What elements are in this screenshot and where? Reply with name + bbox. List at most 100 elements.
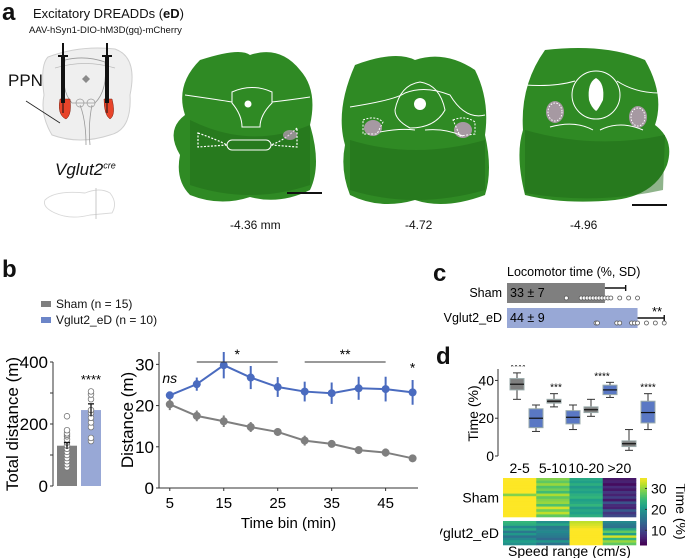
x-tick-label: 15 — [215, 495, 232, 512]
legend-label-sham: Sham (n = 15) — [56, 297, 133, 311]
heatmap-cell — [569, 498, 604, 502]
heatmap-cell — [503, 491, 537, 494]
data-point — [626, 295, 632, 301]
heatmap-cell — [602, 521, 637, 524]
heatmap-cell — [503, 498, 537, 502]
heatmap-cell — [503, 488, 537, 492]
panel-letter-d: d — [436, 343, 451, 370]
heatmap-cell — [503, 480, 537, 484]
chart-title: Locomotor time (%, SD) — [507, 265, 640, 279]
colorbar-segment — [640, 491, 647, 494]
heatmap-cell — [503, 514, 537, 518]
heatmap-cell — [569, 528, 604, 531]
colorbar-segment — [640, 539, 647, 543]
significance-label: **** — [81, 372, 101, 387]
mouse-line-label: Vglut2cre — [55, 160, 116, 180]
colorbar-segment — [640, 488, 647, 491]
heatmap-cell — [602, 528, 637, 531]
coronal-section-schematic — [42, 47, 133, 146]
mouse-line-base: Vglut2 — [55, 160, 104, 179]
row-group-label-sham: Sham — [462, 490, 499, 506]
row-group-label-vglut2-ed: Vglut2_eD — [440, 525, 499, 541]
point-vglut2-ed — [381, 385, 390, 394]
colorbar-segment — [640, 489, 647, 492]
y-tick-label: 40 — [478, 372, 494, 388]
heatmap-cell — [569, 509, 604, 513]
colorbar-segment — [640, 534, 647, 538]
point-vglut2-ed — [354, 384, 363, 393]
point-vglut2-ed — [192, 380, 201, 389]
colorbar-segment — [640, 478, 647, 481]
panel-letter-a: a — [2, 0, 16, 26]
heatmap-cell — [536, 506, 570, 510]
category-label-sham: Sham — [469, 286, 502, 300]
colorbar-tick-label: 30 — [651, 480, 667, 496]
histology-section-2 — [341, 56, 489, 204]
speed-heatmap: 2-5 5-10 10-20 >20 Sham Vglut2_eD Speed range … — [440, 460, 685, 558]
heatmap-cell — [536, 542, 570, 546]
heatmap-cell — [536, 485, 570, 489]
point-vglut2-ed — [165, 391, 174, 400]
heatmap-cell — [569, 511, 604, 515]
colorbar-segment — [640, 493, 647, 496]
heatmap-cell — [536, 535, 570, 539]
heatmap-cell — [536, 483, 570, 487]
ns-label: ns — [162, 370, 177, 386]
heatmap-cell — [503, 540, 537, 543]
panel-letter-c: c — [433, 260, 447, 287]
point-sham — [165, 400, 174, 409]
heatmap-cell — [536, 493, 570, 497]
y-tick-label: 20 — [135, 397, 154, 416]
point-sham — [246, 423, 255, 432]
heatmap-cell — [602, 498, 637, 502]
heatmap-cell — [569, 504, 604, 507]
y-axis-label: Total distance (m) — [3, 357, 22, 491]
x-axis-label: Speed range (cm/s) — [508, 543, 631, 558]
heatmap-cell — [602, 478, 637, 481]
significance-label: **** — [510, 365, 526, 373]
legend-b: Sham (n = 15) Vglut2_eD (n = 10) — [41, 296, 157, 328]
colorbar-segment — [640, 536, 647, 539]
heatmap-cell — [602, 535, 637, 539]
data-point — [63, 426, 71, 434]
heatmap-cell — [602, 514, 637, 518]
heatmap-cell — [503, 533, 537, 536]
heatmap-cell — [569, 478, 604, 481]
y-tick-label: 10 — [135, 438, 154, 457]
y-tick-label: 30 — [135, 355, 154, 374]
heatmap-cell — [536, 509, 570, 513]
heatmap-cell — [569, 521, 604, 524]
panel-a-title: Excitatory DREADDs (eD) — [33, 6, 184, 21]
y-axis-label: Distance (m) — [118, 372, 137, 468]
colorbar-segment — [640, 519, 647, 523]
point-vglut2-ed — [273, 383, 282, 392]
point-sham — [408, 454, 417, 463]
heatmap-cell — [569, 523, 604, 527]
value-label-vglut2-ed: 44 ± 9 — [510, 311, 545, 325]
column-label: 10-20 — [568, 460, 604, 476]
legend-item-sham: Sham (n = 15) — [41, 296, 157, 312]
point-sham — [300, 436, 309, 445]
heatmap-cell — [536, 511, 570, 515]
heatmap-cell — [602, 496, 637, 500]
heatmap-cell — [536, 523, 570, 527]
heatmap-cell — [569, 542, 604, 546]
bar-vglut2_ed — [81, 410, 101, 486]
y-tick-label: 0 — [39, 477, 48, 496]
colorbar-segment — [640, 486, 647, 489]
heatmap-cell — [503, 509, 537, 513]
category-label-vglut2-ed: Vglut2_eD — [444, 311, 502, 325]
heatmap-cell — [569, 506, 604, 510]
y-tick-label: 0 — [145, 479, 154, 498]
heatmap-cell — [503, 528, 537, 531]
data-point — [635, 320, 640, 326]
distance-timecourse-chart: 0 10 20 30 5 15 25 35 45 Time bin (min) Distance (… — [118, 346, 418, 532]
line-sham — [169, 403, 413, 460]
significance-label: * — [410, 360, 416, 376]
point-vglut2-ed — [327, 389, 336, 398]
colorbar-segment — [640, 533, 647, 536]
y-axis-label: Time (%) — [465, 385, 481, 441]
significance-label: *** — [550, 383, 562, 394]
x-tick-label: 45 — [377, 495, 394, 512]
